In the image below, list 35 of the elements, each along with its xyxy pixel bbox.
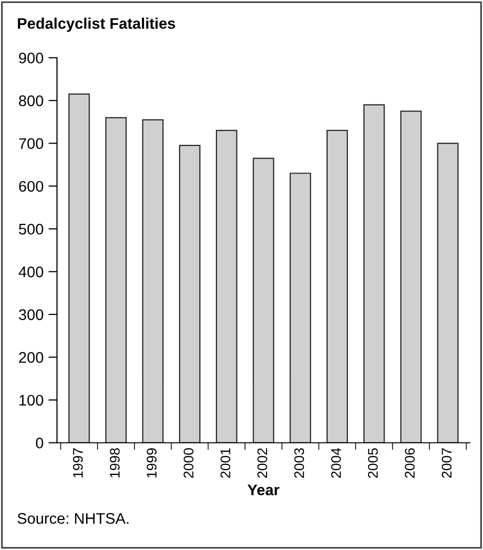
- bar: [142, 119, 164, 443]
- y-tick-label: 100: [19, 394, 44, 406]
- y-tick-label: 0: [36, 438, 44, 448]
- x-tick-label: 2002: [257, 448, 268, 478]
- x-tick-label: 1998: [110, 448, 120, 478]
- bar: [437, 142, 459, 443]
- bar: [252, 158, 274, 443]
- x-tick-label: 2007: [442, 448, 452, 478]
- x-tick-label: 2004: [331, 448, 341, 478]
- y-tick-label: 700: [19, 138, 44, 149]
- x-axis-title: Year: [248, 484, 280, 496]
- y-tick-label: 900: [19, 52, 44, 64]
- x-tick-label: 2006: [404, 448, 415, 478]
- y-tick-label: 500: [18, 224, 44, 235]
- source-note: Source: NHTSA.: [18, 513, 128, 524]
- x-tick-label: 2001: [220, 448, 230, 478]
- x-tick-label: 2003: [294, 448, 304, 478]
- bar: [400, 110, 422, 443]
- y-tick-label: 600: [19, 180, 44, 192]
- y-tick-label: 300: [18, 309, 44, 320]
- bar: [68, 94, 90, 443]
- bar: [179, 144, 200, 443]
- x-tick-label: 1997: [73, 448, 83, 478]
- y-tick-label: 400: [18, 266, 44, 278]
- y-tick-label: 200: [19, 352, 44, 363]
- x-tick-label: 1999: [146, 448, 157, 478]
- bar: [216, 130, 238, 443]
- x-tick-label: 2005: [368, 448, 378, 478]
- bar: [105, 117, 127, 443]
- bar: [326, 130, 348, 443]
- y-tick-label: 800: [18, 95, 44, 106]
- bar: [290, 172, 312, 443]
- chart-title: Pedalcyclist Fatalities: [18, 18, 176, 32]
- bar: [363, 104, 385, 443]
- x-tick-label: 2000: [184, 448, 194, 478]
